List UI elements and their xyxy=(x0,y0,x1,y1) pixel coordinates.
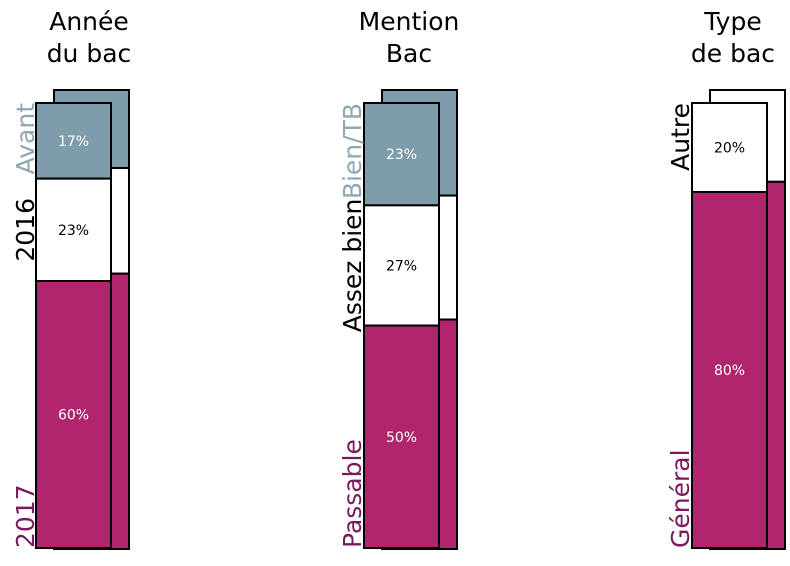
chart-title-line: Année xyxy=(49,7,129,36)
chart-title-line: du bac xyxy=(46,39,132,68)
chart-title-line: de bac xyxy=(690,39,776,68)
chart-title-line: Bac xyxy=(385,39,433,68)
chart-title-mention: Mention Bac xyxy=(329,6,489,70)
data-label: 80% xyxy=(714,363,745,379)
data-label: 20% xyxy=(714,141,745,157)
bar-segment xyxy=(35,102,112,180)
bar-segment xyxy=(363,324,440,549)
data-label: 23% xyxy=(386,147,417,163)
data-label: 50% xyxy=(386,430,417,446)
category-label: Passable xyxy=(338,439,367,548)
bar-segment xyxy=(363,102,440,207)
category-label: 2017 xyxy=(11,484,40,548)
bar-segment xyxy=(691,102,768,193)
data-label: 27% xyxy=(386,258,417,274)
bar-segment xyxy=(691,191,768,549)
category-label: Avant xyxy=(11,103,40,175)
chart-title-line: Mention xyxy=(358,7,460,36)
bar-group-0: 17% 23% 60% Avant 2016 2017 xyxy=(11,89,130,550)
bar-group-2: 20% 80% Autre Général xyxy=(666,89,786,551)
chart-title-line: Type xyxy=(704,7,762,36)
data-label: 60% xyxy=(58,408,89,424)
category-label: Autre xyxy=(666,103,695,171)
data-label: 23% xyxy=(58,223,89,239)
data-label: 17% xyxy=(58,134,89,150)
chart-title-type: Type de bac xyxy=(653,6,790,70)
category-label: Général xyxy=(666,449,695,548)
bar-segment xyxy=(35,177,112,282)
category-label: Assez bien xyxy=(338,199,367,333)
category-label: Bien/TB xyxy=(338,103,367,199)
bar-segment xyxy=(363,204,440,327)
category-label: 2016 xyxy=(11,198,40,262)
bar-segment xyxy=(35,280,112,549)
chart-title-annee: Année du bac xyxy=(9,6,169,70)
